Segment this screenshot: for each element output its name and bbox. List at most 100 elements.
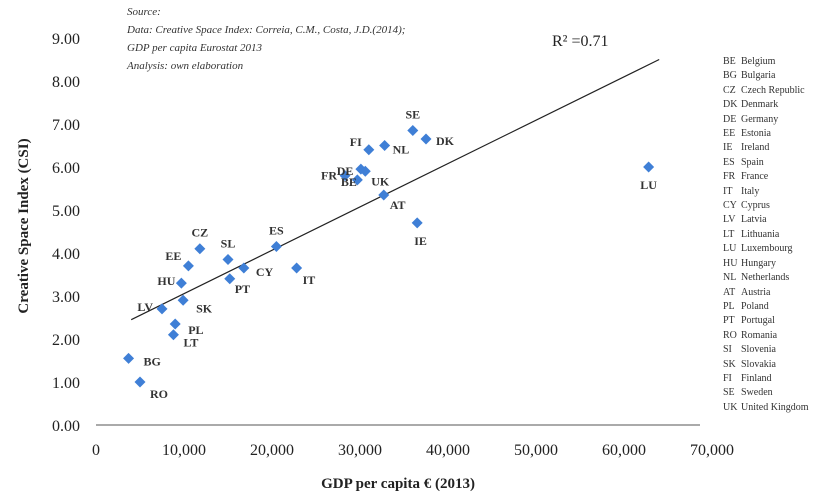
point-label-at: AT <box>390 198 406 212</box>
legend-country: Slovenia <box>741 344 776 356</box>
data-point-lt <box>167 329 179 341</box>
legend-code: CY <box>723 200 737 212</box>
legend-code: DE <box>723 113 737 125</box>
legend-item: HU Hungary <box>723 257 809 271</box>
data-point-pl <box>169 318 181 330</box>
y-tick-label: 5.00 <box>52 203 80 220</box>
data-point-se <box>407 124 419 136</box>
point-label-ro: RO <box>150 387 168 401</box>
source-analysis-line: Analysis: own elaboration <box>127 60 244 72</box>
point-label-es: ES <box>269 224 284 238</box>
legend-code: HU <box>723 257 738 269</box>
data-point-lu <box>643 161 655 173</box>
legend-country: Austria <box>741 286 771 298</box>
legend-country: Italy <box>741 185 760 197</box>
y-tick-label: 9.00 <box>52 31 80 48</box>
y-tick-label: 2.00 <box>52 332 80 349</box>
legend-code: FR <box>723 171 736 183</box>
legend-item: AT Austria <box>723 286 809 300</box>
data-point-de <box>351 174 363 186</box>
legend-item: CY Cyprus <box>723 199 809 213</box>
legend-code: LU <box>723 243 737 255</box>
legend-item: IT Italy <box>723 185 809 199</box>
legend-item: LV Latvia <box>723 213 809 227</box>
legend-country: Finland <box>741 372 772 384</box>
legend-country: Hungary <box>741 257 776 269</box>
legend-item: CZ Czech Republic <box>723 84 809 98</box>
point-label-hu: HU <box>157 274 175 288</box>
point-label-sk: SK <box>196 301 213 315</box>
legend-code: LT <box>723 228 735 240</box>
point-label-lt: LT <box>183 336 198 350</box>
legend-code: SK <box>723 358 736 370</box>
y-tick-label: 3.00 <box>52 289 80 306</box>
point-label-cy: CY <box>256 265 274 279</box>
legend-country: Belgium <box>741 56 776 67</box>
y-tick-label: 7.00 <box>52 117 80 134</box>
legend-code: DK <box>723 99 738 111</box>
data-point-lv <box>156 303 168 315</box>
y-tick-labels: 0.00 1.00 2.00 3.00 4.00 5.00 6.00 7.00 8.00 9.00 <box>52 31 80 435</box>
legend-country: Slovakia <box>741 358 776 370</box>
x-axis-title: GDP per capita € (2013) <box>321 476 475 492</box>
y-tick-label: 4.00 <box>52 246 80 263</box>
legend-code: IT <box>723 185 733 197</box>
legend-code: UK <box>723 401 738 413</box>
data-point-ie <box>411 217 423 229</box>
legend-country: Cyprus <box>741 200 770 212</box>
legend-country: United Kingdom <box>741 401 809 413</box>
source-heading: Source: <box>127 6 161 18</box>
legend-country: Lithuania <box>741 228 780 240</box>
legend-item: PL Poland <box>723 300 809 314</box>
point-label-ee: EE <box>165 249 181 263</box>
legend-item: RO Romania <box>723 329 809 343</box>
data-point-at <box>378 189 390 201</box>
y-tick-label: 8.00 <box>52 74 80 91</box>
data-point-cz <box>194 243 206 255</box>
legend-code: FI <box>723 372 732 384</box>
legend-country: France <box>741 171 769 183</box>
legend-code: ES <box>723 156 735 168</box>
x-tick-labels: 0 10,000 20,000 30,000 40,000 50,000 60,000 70,… <box>92 442 734 459</box>
legend-country: Denmark <box>741 99 779 111</box>
data-point-hu <box>175 277 187 289</box>
point-label-cz: CZ <box>192 226 209 240</box>
legend-code: NL <box>723 272 737 284</box>
legend-country: Latvia <box>741 214 767 226</box>
legend-item: SE Sweden <box>723 386 809 400</box>
legend-item: LU Luxembourg <box>723 242 809 256</box>
legend-country: Poland <box>741 300 769 312</box>
x-tick-label: 60,000 <box>602 442 646 459</box>
legend-country: Estonia <box>741 128 771 140</box>
country-legend: BE Belgium BG Bulgaria CZ Czech Republic DK Den… <box>723 55 809 415</box>
point-label-de: DE <box>337 164 354 178</box>
point-label-pt: PT <box>235 282 250 296</box>
data-point-fr <box>339 170 351 182</box>
legend-item: IE Ireland <box>723 141 809 155</box>
x-tick-label: 0 <box>92 442 100 459</box>
x-tick-label: 40,000 <box>426 442 470 459</box>
legend-code: BG <box>723 70 737 82</box>
legend-country: Bulgaria <box>741 70 776 82</box>
legend-item: BE Belgium <box>723 55 809 69</box>
legend-country: Germany <box>741 113 779 125</box>
legend-item: SI Slovenia <box>723 343 809 357</box>
legend-item: FI Finland <box>723 372 809 386</box>
point-label-it: IT <box>303 273 316 287</box>
point-label-lu: LU <box>640 178 657 192</box>
data-points <box>123 124 655 388</box>
legend-code: IE <box>723 142 733 154</box>
legend-item: EE Estonia <box>723 127 809 141</box>
data-point-dk <box>420 133 432 145</box>
data-point-it <box>291 262 303 274</box>
data-point-uk <box>359 165 371 177</box>
x-tick-label: 10,000 <box>162 442 206 459</box>
legend-code: SE <box>723 387 735 399</box>
legend-item: DK Denmark <box>723 98 809 112</box>
legend-country: Sweden <box>741 387 773 399</box>
legend-code: SI <box>723 344 732 356</box>
data-point-sl <box>222 253 234 265</box>
legend-country: Portugal <box>741 315 775 327</box>
legend-code: PL <box>723 300 735 312</box>
